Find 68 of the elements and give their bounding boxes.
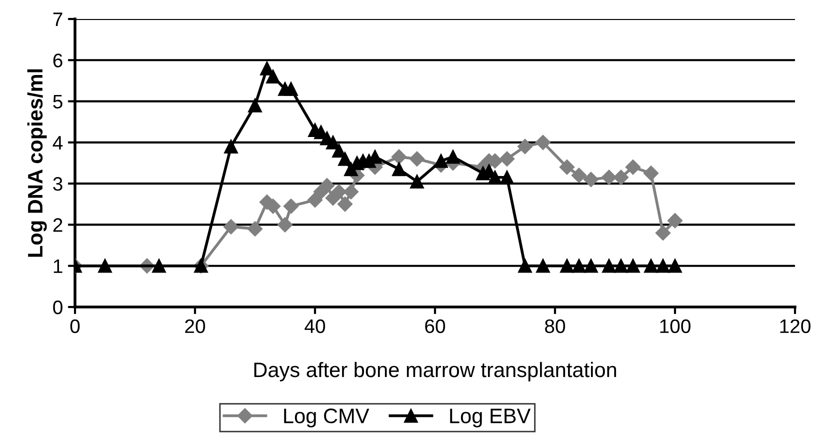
point [266, 70, 280, 84]
point [343, 184, 359, 200]
point [391, 149, 407, 164]
x-tick-label: 80 [545, 319, 566, 334]
y-tick-label: 7 [53, 12, 62, 26]
point [559, 160, 575, 175]
point [331, 184, 347, 200]
point [626, 258, 640, 273]
point [601, 170, 617, 185]
x-tick-label: 20 [185, 319, 206, 334]
point [247, 221, 263, 236]
y-tick-label: 3 [53, 177, 62, 191]
point [409, 151, 425, 166]
point [643, 166, 659, 181]
point [583, 172, 599, 188]
point [319, 178, 335, 194]
point [248, 98, 262, 112]
y-tick-label: 2 [53, 218, 62, 232]
point [602, 258, 616, 273]
point [656, 258, 670, 273]
point [98, 258, 112, 273]
y-tick-label: 5 [53, 94, 62, 109]
point [518, 258, 532, 273]
y-tick-label: 0 [53, 300, 62, 314]
x-axis-title: Days after bone marrow transplantation [254, 362, 616, 382]
point [667, 213, 683, 228]
x-tick-label: 40 [304, 319, 326, 334]
y-tick-label: 4 [52, 136, 63, 150]
point [517, 138, 533, 154]
y-tick-label: 1 [54, 260, 62, 273]
point [571, 168, 587, 183]
point [152, 258, 166, 273]
point [283, 198, 299, 214]
point [337, 196, 353, 212]
x-tick-label: 60 [425, 319, 446, 334]
point [644, 258, 658, 273]
point [584, 258, 598, 273]
point [410, 174, 424, 188]
point [625, 160, 641, 175]
point [655, 225, 671, 241]
point [446, 150, 460, 164]
x-tick-label: 100 [660, 319, 690, 334]
x-tick-label: 0 [70, 319, 80, 334]
point [499, 151, 515, 166]
point [614, 258, 628, 273]
point [560, 258, 574, 273]
point [500, 170, 514, 184]
legend-label: Log EBV [450, 408, 531, 428]
point [536, 258, 550, 273]
point [535, 134, 551, 150]
point [613, 170, 629, 185]
point [260, 61, 274, 76]
point [434, 154, 448, 168]
point [392, 162, 406, 176]
point [326, 135, 340, 150]
point [224, 140, 238, 154]
point [572, 258, 586, 273]
y-axis-title: Log DNA copies/ml [27, 69, 47, 257]
legend-label: Log CMV [284, 408, 370, 428]
point [488, 170, 502, 184]
point [338, 152, 352, 166]
point [277, 217, 293, 232]
point [223, 219, 239, 234]
y-tick-label: 6 [53, 54, 62, 68]
point [668, 258, 682, 273]
x-tick-label: 120 [780, 319, 810, 334]
point [307, 192, 323, 208]
point [284, 82, 298, 96]
